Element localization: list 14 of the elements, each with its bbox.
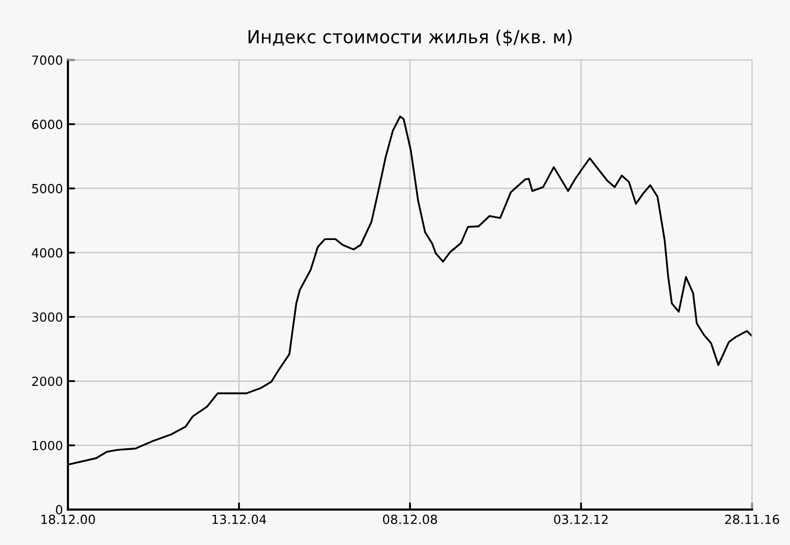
x-tick-label: 08.12.08 — [383, 514, 437, 524]
x-tick-label: 28.11.16 — [725, 514, 780, 524]
x-tick-label: 18.12.00 — [41, 514, 95, 524]
y-tick-label: 7000 — [32, 55, 62, 65]
x-tick-label: 03.12.12 — [554, 514, 608, 524]
x-tick-label: 13.12.04 — [212, 514, 266, 524]
y-tick-label: 0 — [56, 505, 62, 514]
y-tick-label: 5000 — [32, 184, 62, 194]
y-tick-label: 3000 — [32, 312, 62, 322]
y-tick-label: 6000 — [32, 120, 62, 130]
y-tick-label: 2000 — [32, 376, 62, 386]
chart-title: Индекс стоимости жилья ($/кв. м) — [248, 30, 572, 46]
y-tick-label: 1000 — [32, 440, 62, 450]
y-tick-label: 4000 — [32, 248, 62, 258]
